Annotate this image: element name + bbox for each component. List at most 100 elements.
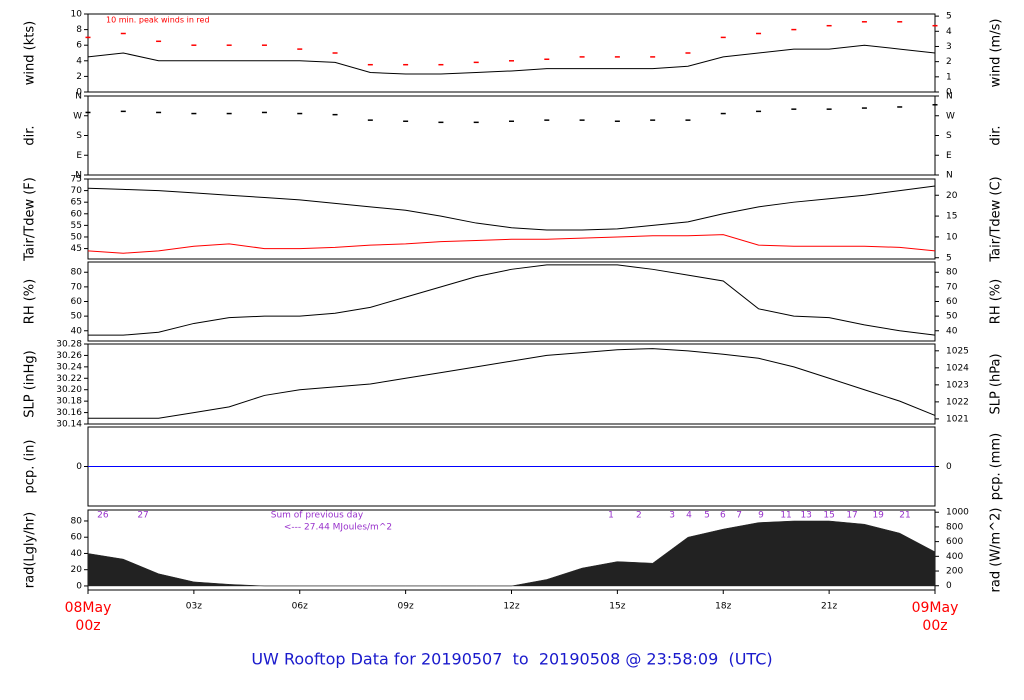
y-tick-label: S [76,131,82,141]
y-tick-label: 30.14 [56,420,82,430]
y2-tick-label: 3 [946,42,952,52]
panel-frame [87,178,936,260]
hour-mark: 13 [800,511,811,521]
y2-tick-label: W [946,111,955,121]
y2-tick-label: N [946,92,953,102]
y-tick-label: 80 [71,268,83,278]
hour-mark: 7 [736,511,742,521]
hour-mark: 26 [97,511,109,521]
y2-axis-label: dir. [989,125,1004,145]
y2-tick-label: 400 [946,552,963,562]
series-line [87,44,936,75]
y2-tick-label: 0 [946,88,952,98]
y-tick-label: 30.26 [56,351,82,361]
y-tick-label: 30.28 [56,340,82,350]
y-tick-label: 60 [71,297,83,307]
y2-tick-label: 10 [946,232,958,242]
hour-mark: 15 [823,511,834,521]
y-tick-label: W [73,111,82,121]
y2-tick-label: 0 [946,462,952,472]
hour-mark: 11 [780,511,791,521]
y-tick-label: 30.18 [56,397,82,407]
x-tick-label: 21z [821,602,837,612]
hour-mark: 17 [846,511,857,521]
y2-tick-label: 1 [946,72,952,82]
y2-axis-label: Tair/Tdew (C) [989,176,1004,262]
y2-tick-label: 1025 [946,346,969,356]
y-tick-label: 30.20 [56,385,82,395]
y2-tick-label: 1022 [946,397,969,407]
y-tick-label: 65 [71,198,82,208]
y-tick-label: 55 [71,221,82,231]
y2-tick-label: 0 [946,581,952,591]
y2-tick-label: 2 [946,57,952,67]
y-tick-label: 30.24 [56,362,82,372]
y-tick-label: N [75,92,82,102]
hour-mark: 19 [872,511,884,521]
y2-tick-label: 1000 [946,508,969,518]
y-tick-label: 80 [71,516,83,526]
x-tick-label: 03z [186,602,202,612]
y-tick-label: 0 [76,88,82,98]
y-axis-label: pcp. (in) [23,440,38,494]
y2-tick-label: 70 [946,282,958,292]
y2-tick-label: 15 [946,212,957,222]
series-area [87,520,936,587]
y-tick-label: 50 [71,312,83,322]
x-tick-label: 09May [912,600,959,616]
annotation: Sum of previous day [271,511,364,521]
y2-tick-label: S [946,131,952,141]
y2-tick-label: 4 [946,27,952,37]
y2-tick-label: N [946,171,953,181]
x-tick-label: 15z [609,602,625,612]
y-axis-label: SLP (inHg) [23,350,38,418]
y-tick-label: 75 [71,175,82,185]
y-tick-label: 60 [71,209,83,219]
hour-mark: 3 [669,511,675,521]
footer-title: UW Rooftop Data for 20190507 to 20190508… [251,650,772,669]
x-tick-label: 06z [292,602,308,612]
hour-mark: 1 [608,511,614,521]
y-tick-label: 70 [71,186,83,196]
y2-tick-label: 1021 [946,414,969,424]
annotation: <--- 27.44 MJoules/m^2 [284,523,392,533]
panel-frame [87,13,936,93]
y-tick-label: 50 [71,232,83,242]
series-line [87,185,936,231]
y-tick-label: 0 [76,581,82,591]
y-tick-label: 6 [76,41,82,51]
x-tick-label: 12z [503,602,519,612]
y-tick-label: 70 [71,282,83,292]
hour-mark: 5 [704,511,710,521]
panel-frame [87,343,936,425]
y-tick-label: 40 [71,549,83,559]
y2-tick-label: 1023 [946,380,969,390]
y-tick-label: 10 [71,10,83,20]
series-line [88,264,936,336]
x-tick-label: 08May [65,600,112,616]
hour-mark: 21 [899,511,910,521]
y2-tick-label: 60 [946,297,958,307]
y-axis-label: rad(Lgly/hr) [23,512,38,588]
y-tick-label: N [75,171,82,181]
y2-tick-label: 80 [946,268,958,278]
hour-mark: 9 [758,511,764,521]
panel-frame [87,261,936,342]
x-tick-label: 00z [75,618,100,634]
y2-tick-label: 200 [946,567,963,577]
y2-tick-label: 5 [946,12,952,22]
y-tick-label: 30.22 [56,374,82,384]
y-tick-label: 30.16 [56,408,82,418]
y2-tick-label: 1024 [946,363,969,373]
y-tick-label: 40 [71,326,83,336]
y-tick-label: E [76,151,82,161]
y2-axis-label: wind (m/s) [989,19,1004,88]
x-tick-label: 00z [922,618,947,634]
y2-axis-label: RH (%) [989,279,1004,324]
y2-tick-label: 40 [946,326,958,336]
y-axis-label: dir. [23,125,38,145]
y-axis-label: Tair/Tdew (F) [23,177,38,262]
hour-mark: 6 [720,511,726,521]
y-tick-label: 20 [71,565,83,575]
